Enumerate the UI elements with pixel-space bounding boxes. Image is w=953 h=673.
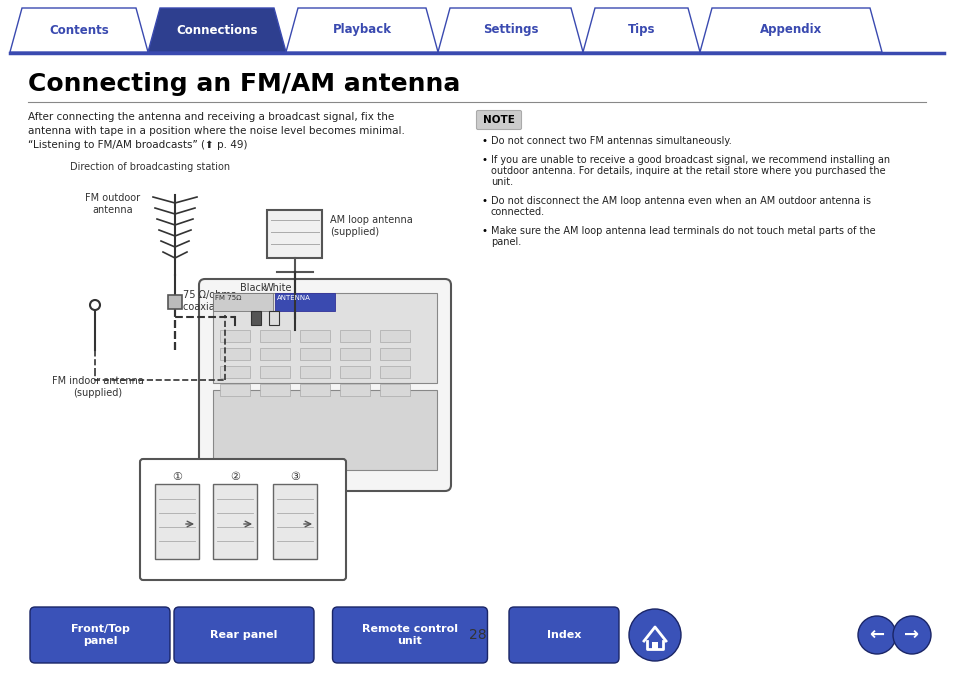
Bar — [213, 484, 256, 559]
Bar — [299, 384, 330, 396]
Circle shape — [892, 616, 930, 654]
Bar — [379, 384, 410, 396]
FancyBboxPatch shape — [333, 607, 487, 663]
Bar — [260, 384, 290, 396]
Bar — [260, 330, 290, 342]
Text: If you are unable to receive a good broadcast signal, we recommend installing an: If you are unable to receive a good broa… — [491, 155, 889, 165]
Text: Direction of broadcasting station: Direction of broadcasting station — [70, 162, 230, 172]
Text: outdoor antenna. For details, inquire at the retail store where you purchased th: outdoor antenna. For details, inquire at… — [491, 166, 884, 176]
Polygon shape — [582, 8, 700, 52]
Text: White: White — [263, 283, 292, 293]
Bar — [379, 330, 410, 342]
Bar — [213, 293, 273, 311]
Bar — [220, 366, 250, 378]
Bar — [260, 366, 290, 378]
Text: Contents: Contents — [49, 24, 109, 36]
Text: ②: ② — [230, 472, 240, 482]
Text: ANTENNA: ANTENNA — [276, 295, 311, 301]
Text: Connections: Connections — [176, 24, 257, 36]
Text: Tips: Tips — [627, 24, 655, 36]
FancyBboxPatch shape — [140, 459, 346, 580]
Text: Index: Index — [546, 630, 580, 640]
Bar — [273, 484, 316, 559]
Bar — [339, 348, 370, 360]
Bar — [220, 330, 250, 342]
Text: •: • — [481, 136, 488, 146]
Bar — [299, 366, 330, 378]
Text: Front/Top
panel: Front/Top panel — [71, 624, 130, 646]
Text: Rear panel: Rear panel — [210, 630, 277, 640]
Text: Black: Black — [239, 283, 266, 293]
Bar — [213, 390, 436, 470]
FancyBboxPatch shape — [476, 110, 521, 129]
Text: 28: 28 — [469, 628, 486, 642]
Bar — [299, 348, 330, 360]
Bar — [274, 293, 335, 311]
Text: Settings: Settings — [482, 24, 537, 36]
Circle shape — [857, 616, 895, 654]
FancyBboxPatch shape — [173, 607, 314, 663]
Text: After connecting the antenna and receiving a broadcast signal, fix the: After connecting the antenna and receivi… — [28, 112, 394, 122]
Text: Make sure the AM loop antenna lead terminals do not touch metal parts of the: Make sure the AM loop antenna lead termi… — [491, 226, 875, 236]
Text: •: • — [481, 226, 488, 236]
Text: FM indoor antenna
(supplied): FM indoor antenna (supplied) — [52, 376, 144, 398]
FancyBboxPatch shape — [199, 279, 451, 491]
Bar — [251, 311, 261, 325]
Text: Playback: Playback — [333, 24, 391, 36]
Polygon shape — [286, 8, 437, 52]
Bar — [269, 311, 278, 325]
Bar — [213, 293, 436, 383]
Bar — [220, 348, 250, 360]
Bar — [339, 384, 370, 396]
FancyBboxPatch shape — [30, 607, 170, 663]
Text: Appendix: Appendix — [760, 24, 821, 36]
FancyBboxPatch shape — [509, 607, 618, 663]
Text: Do not connect two FM antennas simultaneously.: Do not connect two FM antennas simultane… — [491, 136, 731, 146]
Bar — [379, 366, 410, 378]
Text: Do not disconnect the AM loop antenna even when an AM outdoor antenna is: Do not disconnect the AM loop antenna ev… — [491, 196, 870, 206]
Text: →: → — [903, 626, 919, 644]
Text: ①: ① — [172, 472, 182, 482]
Bar — [339, 366, 370, 378]
Bar — [220, 384, 250, 396]
Bar — [154, 484, 199, 559]
Text: NOTE: NOTE — [482, 115, 515, 125]
Text: AM loop antenna
(supplied): AM loop antenna (supplied) — [330, 215, 413, 237]
Text: ←: ← — [868, 626, 883, 644]
Text: “Listening to FM/AM broadcasts” (⬆ p. 49): “Listening to FM/AM broadcasts” (⬆ p. 49… — [28, 140, 247, 150]
Text: 75 Ω/ohms
coaxial cable: 75 Ω/ohms coaxial cable — [183, 290, 247, 312]
Bar — [260, 348, 290, 360]
Bar — [168, 295, 182, 309]
Text: connected.: connected. — [491, 207, 544, 217]
Bar — [339, 330, 370, 342]
Polygon shape — [10, 8, 148, 52]
Text: FM 75Ω: FM 75Ω — [214, 295, 241, 301]
Text: •: • — [481, 155, 488, 165]
Text: Remote control
unit: Remote control unit — [361, 624, 457, 646]
Bar — [299, 330, 330, 342]
Text: ③: ③ — [290, 472, 299, 482]
Bar — [379, 348, 410, 360]
Text: antenna with tape in a position where the noise level becomes minimal.: antenna with tape in a position where th… — [28, 126, 404, 136]
Circle shape — [628, 609, 680, 661]
Polygon shape — [437, 8, 582, 52]
Polygon shape — [700, 8, 882, 52]
Text: FM outdoor
antenna: FM outdoor antenna — [85, 193, 140, 215]
Text: panel.: panel. — [491, 237, 520, 247]
Text: unit.: unit. — [491, 177, 513, 187]
Circle shape — [90, 300, 100, 310]
Text: •: • — [481, 196, 488, 206]
Bar — [651, 642, 658, 649]
Polygon shape — [148, 8, 286, 52]
Bar — [267, 210, 322, 258]
Text: Connecting an FM/AM antenna: Connecting an FM/AM antenna — [28, 72, 460, 96]
